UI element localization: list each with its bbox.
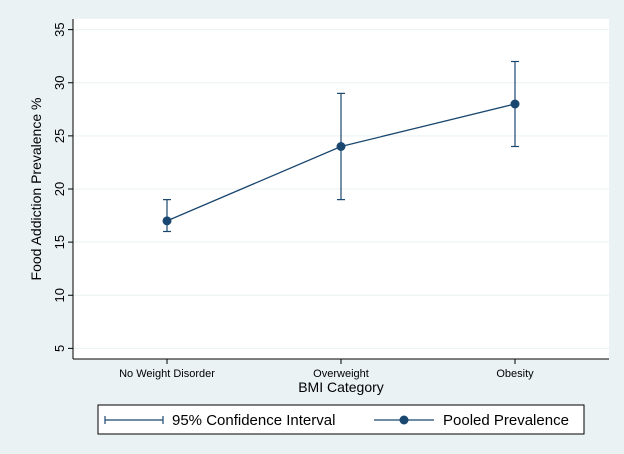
x-tick-label: Overweight xyxy=(313,368,369,380)
x-axis: No Weight Disorder Overweight Obesity xyxy=(73,358,609,380)
legend-pp-label: Pooled Prevalence xyxy=(443,412,569,429)
x-tick-label: Obesity xyxy=(496,368,534,380)
x-tick-label: No Weight Disorder xyxy=(119,368,215,380)
legend-item-confidence-interval: 95% Confidence Interval xyxy=(104,412,335,429)
y-axis: 5 10 15 20 25 30 35 xyxy=(52,19,74,359)
legend-item-pooled-prevalence: Pooled Prevalence xyxy=(374,412,569,429)
pooled-prevalence-point xyxy=(336,142,346,151)
pooled-prevalence-point xyxy=(162,216,172,226)
pooled-prevalence-point xyxy=(510,99,520,109)
y-tick-label: 15 xyxy=(52,235,67,249)
y-tick-label: 35 xyxy=(52,22,67,36)
y-tick-label: 20 xyxy=(52,182,67,196)
legend: 95% Confidence Interval Pooled Prevalenc… xyxy=(97,404,585,435)
y-tick-label: 30 xyxy=(52,76,67,90)
legend-box xyxy=(97,404,585,435)
gridlines xyxy=(73,29,609,349)
x-axis-title: BMI Category xyxy=(298,379,384,395)
legend-pp-marker xyxy=(399,415,409,425)
pooled-prevalence-series xyxy=(162,99,520,226)
y-tick-label: 5 xyxy=(52,345,67,352)
y-tick-label: 25 xyxy=(52,129,67,143)
y-tick-label: 10 xyxy=(52,288,67,302)
y-axis-title: Food Addiction Prevalence % xyxy=(28,98,44,281)
legend-ci-label: 95% Confidence Interval xyxy=(172,412,335,429)
